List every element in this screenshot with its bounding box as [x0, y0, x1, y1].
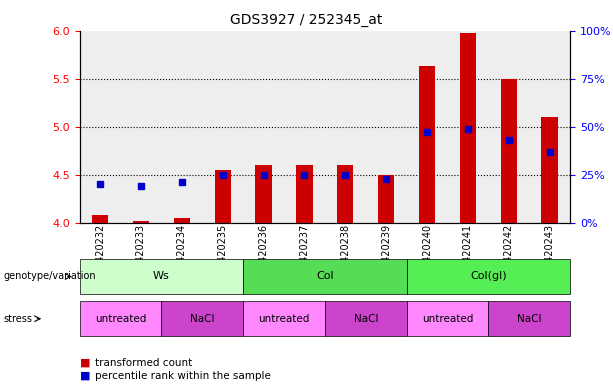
Text: Ws: Ws	[153, 271, 170, 281]
Text: Col(gl): Col(gl)	[470, 271, 507, 281]
Text: NaCl: NaCl	[354, 314, 378, 324]
Text: percentile rank within the sample: percentile rank within the sample	[95, 371, 271, 381]
Text: stress: stress	[3, 314, 32, 324]
Bar	[133, 221, 149, 223]
Text: NaCl: NaCl	[517, 314, 541, 324]
Bar	[296, 165, 313, 223]
Text: ■: ■	[80, 358, 90, 368]
Bar	[460, 33, 476, 223]
Text: genotype/variation: genotype/variation	[3, 271, 96, 281]
Bar	[256, 165, 272, 223]
Bar	[215, 170, 231, 223]
Bar	[378, 175, 394, 223]
Text: GDS3927 / 252345_at: GDS3927 / 252345_at	[230, 13, 383, 27]
Bar	[337, 165, 354, 223]
Bar	[541, 117, 558, 223]
Text: untreated: untreated	[95, 314, 147, 324]
Bar	[92, 215, 109, 223]
Text: Col: Col	[316, 271, 333, 281]
Text: ■: ■	[80, 371, 90, 381]
Bar	[501, 79, 517, 223]
Text: transformed count: transformed count	[95, 358, 192, 368]
Text: NaCl: NaCl	[190, 314, 215, 324]
Bar	[173, 218, 190, 223]
Text: untreated: untreated	[422, 314, 473, 324]
Bar	[419, 66, 435, 223]
Text: untreated: untreated	[258, 314, 310, 324]
